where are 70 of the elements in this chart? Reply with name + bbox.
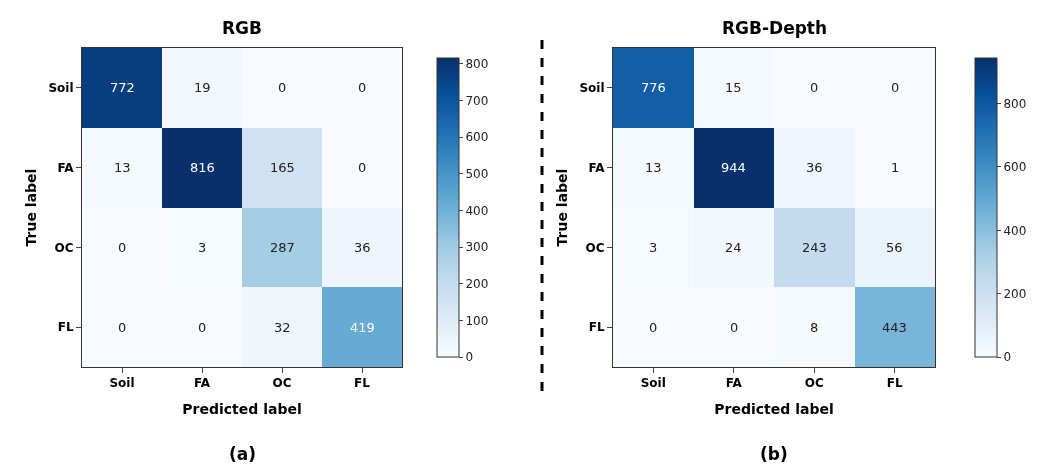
color-bar-label: 500 [465, 166, 489, 181]
data-label: 19 [194, 80, 211, 95]
color-bar-label: 0 [465, 350, 474, 365]
y-tick-label: FA [588, 160, 606, 175]
data-label: 36 [806, 160, 823, 175]
data-label: 56 [886, 240, 903, 255]
data-label: 0 [118, 240, 127, 255]
data-label: 24 [725, 240, 742, 255]
text: (b) [760, 444, 788, 464]
color-bar-label: 800 [1003, 96, 1027, 111]
data-label: 13 [645, 160, 662, 175]
y-tick-label: FL [57, 320, 74, 335]
color-bar-label: 200 [465, 276, 489, 291]
data-label: 243 [802, 240, 827, 255]
x-axis-title: Predicted label [182, 400, 302, 417]
x-tick-label: OC [272, 376, 292, 391]
data-label: 772 [110, 80, 135, 95]
x-tick-label: Soil [640, 376, 666, 391]
data-label: 36 [354, 240, 371, 255]
data-label: 0 [358, 160, 367, 175]
color-bar-label: 200 [1003, 286, 1027, 301]
data-label: 165 [270, 160, 295, 175]
data-label: 0 [278, 80, 287, 95]
y-tick-label: OC [585, 240, 605, 255]
color-bar-label: 400 [1003, 223, 1027, 238]
color-bar-label: 600 [1003, 160, 1027, 175]
data-label: 8 [810, 320, 819, 335]
text: (a) [229, 444, 257, 464]
y-axis-title: True label [23, 168, 40, 247]
data-label: 0 [198, 320, 207, 335]
y-tick-label: Soil [579, 81, 605, 96]
y-tick-label: OC [54, 240, 74, 255]
data-label: 0 [649, 320, 658, 335]
data-label: 944 [721, 160, 746, 175]
data-label: 3 [198, 240, 207, 255]
color-bar-label: 300 [465, 240, 489, 255]
data-label: 13 [114, 160, 131, 175]
data-label: 776 [641, 80, 666, 95]
color-bar-label: 800 [465, 57, 489, 72]
data-label: 15 [725, 80, 742, 95]
x-tick-label: FL [886, 376, 904, 391]
data-label: 0 [358, 80, 367, 95]
data-label: 0 [810, 80, 819, 95]
x-tick-label: Soil [109, 376, 135, 391]
y-tick-label: FA [57, 160, 75, 175]
x-tick-label: OC [804, 376, 824, 391]
x-tick-label: FL [354, 376, 371, 391]
data-label: 1 [891, 160, 900, 175]
color-bar-label: 0 [1003, 350, 1012, 365]
color-bar-label: 100 [465, 313, 489, 328]
data-label: 3 [649, 240, 658, 255]
data-label: 443 [882, 320, 907, 335]
data-label: 419 [350, 320, 375, 335]
y-tick-label: Soil [48, 81, 74, 96]
data-label: 287 [270, 240, 295, 255]
data-label: 32 [274, 320, 291, 335]
data-label: 0 [118, 320, 127, 335]
chart-title: RGB [222, 18, 263, 38]
x-axis-title: Predicted label [714, 400, 834, 417]
chart-title: RGB-Depth [722, 18, 828, 38]
color-bar-label: 700 [465, 93, 489, 108]
y-tick-label: FL [588, 320, 605, 335]
y-axis-title: True label [554, 168, 571, 247]
color-bar-label: 600 [465, 130, 489, 145]
data-label: 816 [190, 160, 215, 175]
data-label: 0 [730, 320, 739, 335]
data-label: 0 [891, 80, 900, 95]
x-tick-label: FA [725, 376, 743, 391]
x-tick-label: FA [193, 376, 211, 391]
color-bar-label: 400 [465, 203, 489, 218]
